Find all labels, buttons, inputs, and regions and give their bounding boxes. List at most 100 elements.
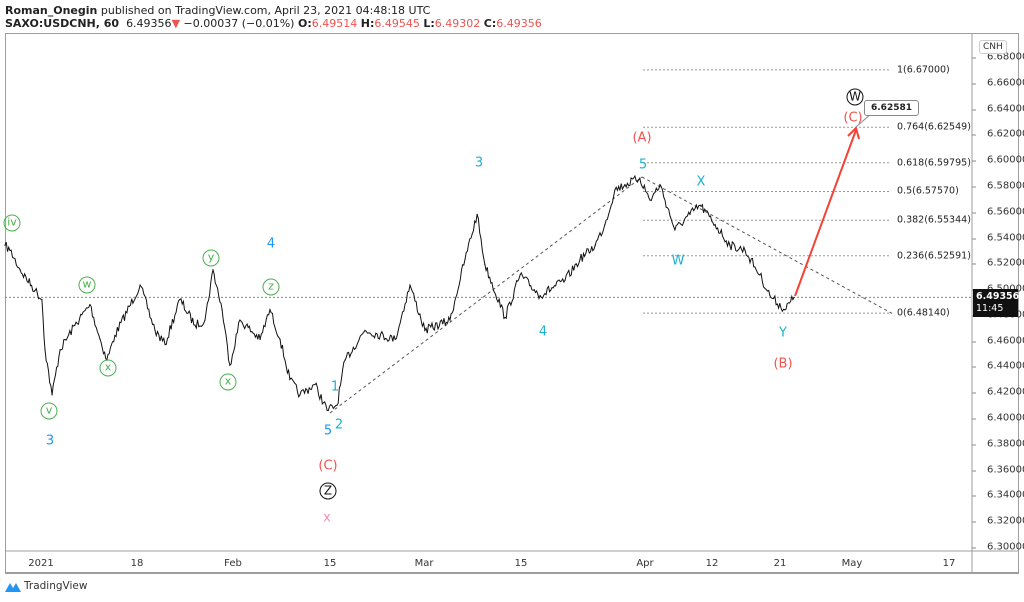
last-price: 6.49356 — [126, 17, 172, 30]
time-tick: 21 — [773, 558, 787, 569]
wave-label-Z[interactable]: Z — [319, 482, 337, 500]
price-point — [649, 199, 651, 201]
price-point — [409, 284, 411, 286]
price-point — [269, 309, 271, 311]
projection-arrow[interactable] — [794, 129, 857, 297]
high-label: H: — [360, 17, 375, 30]
symbol-title: SAXO:USDCNH, 60 — [5, 17, 120, 30]
price-point — [519, 274, 521, 276]
price-point — [344, 359, 346, 361]
price-tick: 6.36000 — [971, 464, 1024, 475]
time-tick: 12 — [705, 558, 719, 569]
wave-label-x[interactable]: x — [219, 373, 237, 391]
price-point — [364, 329, 366, 331]
price-tick: 6.44000 — [971, 361, 1024, 372]
low-label: L: — [423, 17, 435, 30]
author-name[interactable]: Roman_Onegin — [5, 4, 98, 17]
price-point — [424, 329, 426, 331]
trendline-up[interactable] — [329, 176, 643, 414]
price-point — [204, 319, 206, 321]
current-price-tag: 6.49356 11:45 — [973, 289, 1019, 317]
wave-label-2[interactable]: 2 — [334, 417, 344, 433]
price-point — [504, 316, 506, 319]
price-point — [194, 324, 196, 326]
price-point — [689, 213, 691, 215]
price-tick: 6.62000 — [971, 129, 1024, 140]
price-point — [744, 249, 746, 252]
wave-label-z[interactable]: z — [262, 278, 280, 296]
wave-label-x[interactable]: x — [99, 359, 117, 377]
price-point — [539, 294, 541, 297]
close-label: C: — [483, 17, 497, 30]
price-point — [51, 394, 53, 396]
time-tick: 15 — [323, 558, 337, 569]
wave-label-x[interactable]: x — [323, 510, 331, 526]
time-tick: May — [841, 558, 863, 569]
price-point — [336, 404, 338, 406]
price-point — [579, 258, 581, 261]
price-tick: 6.66000 — [971, 77, 1024, 88]
price-point — [594, 244, 596, 246]
price-point — [449, 319, 451, 321]
fib-level-label: 1(6.67000) — [897, 64, 950, 76]
wave-label-4[interactable]: 4 — [266, 236, 276, 252]
wave-label-1[interactable]: 1 — [330, 379, 340, 395]
price-point — [164, 343, 166, 346]
fib-level-label: 0.618(6.59795) — [897, 157, 971, 169]
price-tick: 6.56000 — [971, 206, 1024, 217]
tradingview-brand[interactable]: TradingView — [5, 580, 87, 592]
triangle-down-icon: ▼ — [171, 17, 181, 30]
price-point — [484, 264, 486, 266]
high-value: 6.49545 — [374, 17, 420, 30]
wave-label-C[interactable]: (C) — [843, 110, 863, 126]
open-label: O: — [297, 17, 312, 30]
wave-label-iv[interactable]: iv — [3, 214, 21, 232]
brand-name: TradingView — [24, 580, 88, 592]
wave-label-A[interactable]: (A) — [632, 130, 652, 146]
wave-label-5[interactable]: 5 — [638, 157, 648, 173]
price-point — [289, 378, 291, 380]
currency-button[interactable]: CNH — [979, 40, 1007, 54]
price-series-line — [4, 174, 795, 412]
price-point — [179, 298, 181, 301]
price-point — [4, 244, 6, 246]
fib-level-label: 0.236(6.52591) — [897, 250, 971, 262]
price-point — [229, 364, 231, 366]
wave-label-B[interactable]: (B) — [773, 356, 793, 372]
price-point — [74, 324, 76, 326]
wave-label-5[interactable]: 5 — [323, 423, 333, 439]
price-tick: 6.32000 — [971, 516, 1024, 527]
wave-label-w[interactable]: w — [78, 276, 96, 294]
price-point — [114, 334, 116, 337]
symbol-legend: SAXO:USDCNH, 60 6.49356▼ −0.00037 (−0.01… — [5, 17, 542, 30]
price-point — [639, 177, 641, 179]
wave-label-3[interactable]: 3 — [45, 433, 55, 449]
chart-frame — [5, 33, 1019, 574]
price-point — [279, 338, 281, 341]
price-point — [674, 229, 676, 231]
wave-label-W[interactable]: W — [671, 253, 685, 269]
time-tick: 17 — [942, 558, 956, 569]
price-tick: 6.42000 — [971, 387, 1024, 398]
trendline-down[interactable] — [641, 176, 896, 316]
close-value: 6.49356 — [496, 17, 542, 30]
wave-label-4[interactable]: 4 — [538, 324, 548, 340]
wave-label-y[interactable]: y — [202, 249, 220, 267]
low-value: 6.49302 — [434, 17, 481, 30]
price-point — [221, 309, 223, 311]
wave-label-C[interactable]: (C) — [318, 458, 338, 474]
price-point — [699, 204, 701, 206]
price-point — [139, 284, 141, 286]
wave-label-v[interactable]: v — [40, 402, 58, 420]
wave-label-Y[interactable]: Y — [779, 325, 787, 341]
price-callout[interactable]: 6.62581 — [864, 100, 919, 116]
price-point — [59, 349, 61, 351]
wave-label-W[interactable]: W — [846, 88, 864, 106]
price-point — [99, 338, 101, 341]
wave-label-X[interactable]: X — [696, 174, 706, 190]
price-change: −0.00037 (−0.01%) — [183, 17, 295, 30]
price-point — [9, 249, 11, 252]
wave-label-3[interactable]: 3 — [474, 155, 484, 171]
price-point — [624, 184, 626, 186]
